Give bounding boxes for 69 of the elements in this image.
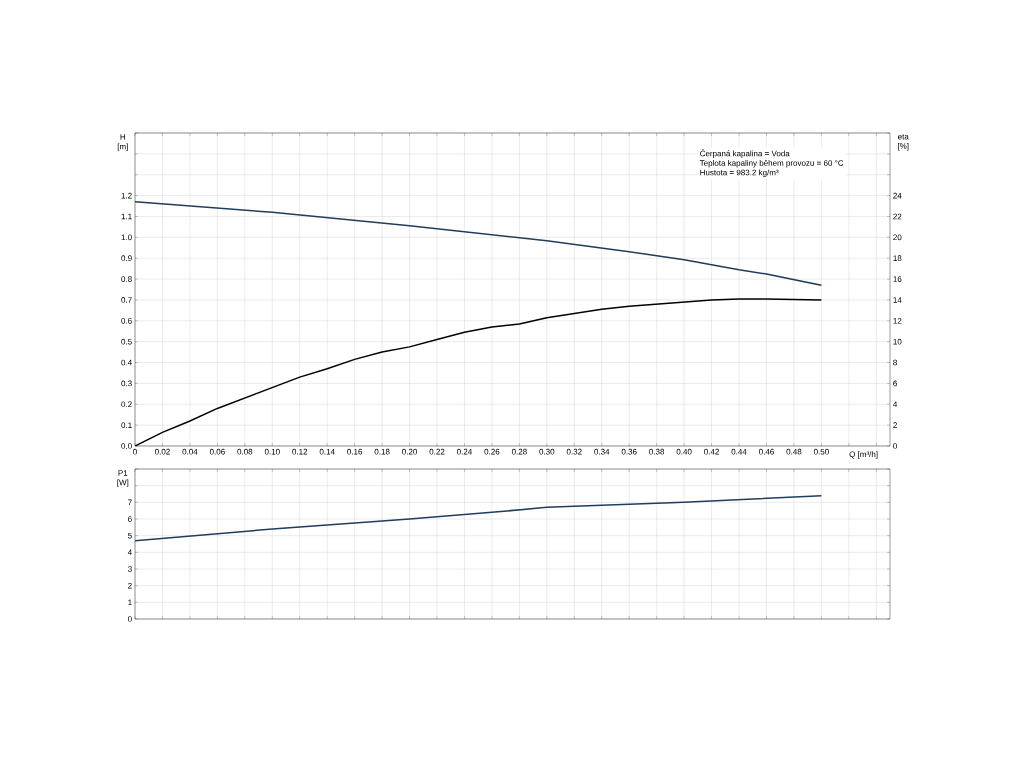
y-tick-label: 0.3 [121,380,132,387]
y-tick-label: 1.0 [121,234,132,241]
x-axis-title: Q [m³/h] [849,451,878,459]
x-tick-label: 0.20 [402,448,418,455]
x-tick-label: 0.36 [621,448,637,455]
x-tick-label: 0.12 [292,448,308,455]
y-tick-label: 3 [127,566,132,572]
y-tick-label: 1 [128,599,132,606]
y-tick-label: 0.2 [121,401,132,408]
x-tick-label: 0.40 [676,448,692,455]
y-tick-label: 6 [128,516,132,522]
y2-tick-label: 8 [893,359,897,366]
y-tick-label: 0.9 [121,255,132,262]
y-tick-label: 0 [128,616,132,622]
y2-tick-label: 20 [893,234,902,241]
annotation: Hustota = 983.2 kg/m³ [700,169,779,177]
x-tick-label: 0.42 [704,448,719,455]
y-tick-label: 5 [128,532,132,539]
x-tick-label: 0.06 [209,448,225,455]
y2-tick-label: 0 [893,443,898,449]
line-series [135,201,823,287]
x-tick-label: 0.30 [539,448,555,455]
annotation: Čerpaná kapalina = Voda [700,149,790,158]
y2-tick-label: 16 [893,276,902,282]
y-tick-label: 4 [127,549,132,556]
y2-tick-label: 22 [893,213,902,220]
x-tick-label: 0.38 [649,448,665,455]
x-tick-label: 0.18 [374,448,390,455]
y-tick-label: 0.6 [121,317,132,324]
x-tick-label: 0.48 [786,448,802,455]
x-tick-label: 0 [133,448,137,455]
y-tick-label: 1.1 [121,213,132,220]
annotation: Teplota kapaliny během provozu = 60 °C [699,159,844,168]
x-tick-label: 0.46 [758,448,774,455]
y-tick-label: 0.4 [121,359,132,366]
y-tick-label: 0.5 [121,338,132,345]
y-tick-label: 0.0 [121,443,132,449]
y2-tick-label: 10 [893,338,902,345]
x-tick-label: 0.28 [511,448,527,455]
y-tick-label: 0.8 [121,276,132,282]
y2-tick-label: 6 [893,380,897,387]
y-axis-title: H [m] [117,134,128,151]
y2-tick-label: 2 [893,422,897,428]
x-tick-label: 0.16 [347,448,363,455]
x-tick-label: 0.50 [813,448,829,455]
y2-tick-label: 24 [893,192,902,199]
x-tick-label: 0.04 [182,448,198,455]
y-axis-title: P1 [W] [117,470,129,487]
x-tick-label: 0.02 [154,448,170,455]
x-tick-label: 0.24 [456,448,473,455]
x-tick-label: 0.26 [484,448,500,455]
y-tick-label: 0.7 [121,297,132,303]
y-tick-label: 1.2 [121,192,132,199]
x-tick-label: 0.22 [429,448,445,455]
x-tick-label: 0.44 [731,448,747,455]
y2-axis-title: eta [%] [898,134,909,151]
x-tick-label: 0.32 [566,448,582,455]
x-tick-label: 0.08 [237,448,253,455]
y-tick-label: 7 [128,499,132,506]
y-tick-label: 2 [128,582,132,589]
y-tick-label: 0.1 [121,422,132,428]
y2-tick-label: 4 [893,401,898,408]
y2-tick-label: 18 [893,255,902,262]
y2-tick-label: 12 [893,318,902,324]
line-series [135,494,823,542]
x-tick-label: 0.34 [594,448,610,455]
y2-tick-label: 14 [893,297,902,303]
x-tick-label: 0.14 [319,448,335,455]
x-tick-label: 0.10 [264,448,280,455]
